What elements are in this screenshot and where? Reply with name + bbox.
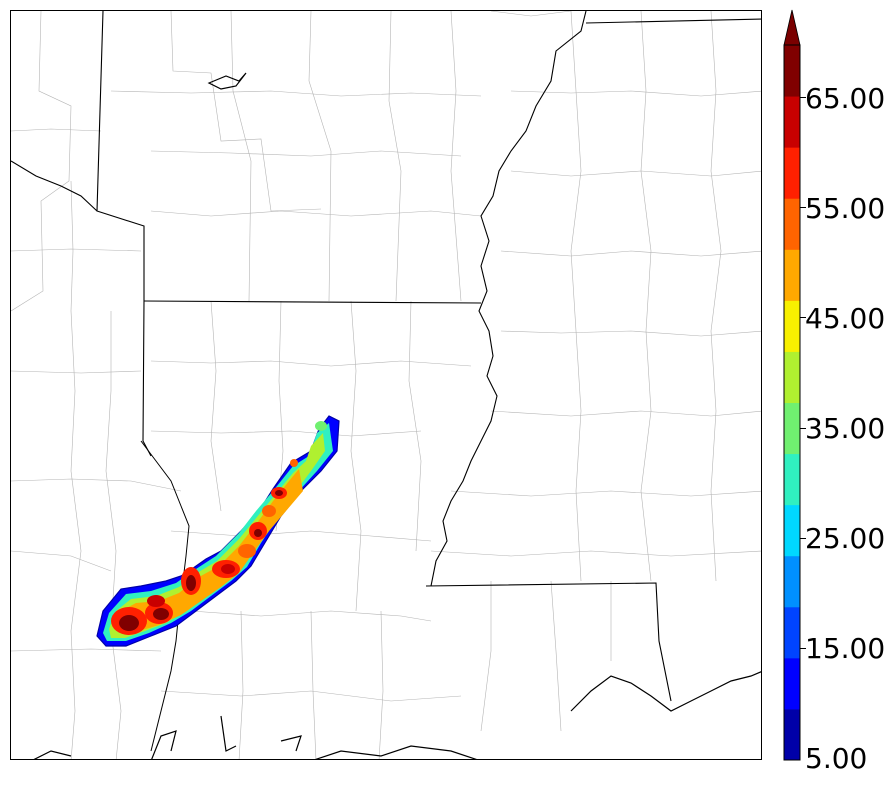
colorbar-swatch [784, 45, 800, 97]
colorbar-swatch [784, 606, 800, 659]
colorbar-tick [800, 97, 806, 98]
colorbar-swatch [784, 402, 800, 455]
colorbar-swatch [784, 708, 800, 761]
colorbar-swatch [784, 96, 800, 148]
county-map [11, 11, 761, 759]
colorbar-label-65: 65.00 [805, 82, 886, 115]
colorbar-label-55: 55.00 [805, 192, 886, 225]
colorbar-label-25: 25.00 [805, 522, 886, 555]
county-boundaries [11, 11, 761, 759]
lake [207, 72, 247, 90]
colorbar-swatches [783, 9, 801, 761]
colorbar-label-45: 45.00 [805, 302, 886, 335]
colorbar-swatch [784, 504, 800, 557]
red-river [140, 440, 190, 752]
colorbar-label-5: 5.00 [805, 742, 868, 775]
gulf-coastline [33, 671, 761, 759]
reflectivity-swath [96, 415, 340, 647]
colorbar-border [783, 44, 801, 761]
colorbar-swatch [784, 351, 800, 403]
colorbar-swatch [784, 147, 800, 199]
colorbar [783, 9, 801, 761]
colorbar-swatch [784, 555, 800, 608]
mississippi-river [430, 11, 587, 587]
colorbar-tick [800, 207, 806, 208]
colorbar-swatch [784, 657, 800, 710]
colorbar-extend-arrow [783, 9, 801, 46]
colorbar-tick [800, 538, 806, 539]
colorbar-swatch [784, 249, 800, 301]
colorbar-swatch [784, 198, 800, 250]
colorbar-tick [800, 428, 806, 429]
colorbar-swatch [784, 453, 800, 506]
colorbar-label-15: 15.00 [805, 632, 886, 665]
colorbar-tick [800, 648, 806, 649]
colorbar-tick [800, 317, 806, 318]
state-boundaries [11, 11, 761, 702]
map-panel [10, 10, 762, 760]
colorbar-swatch [784, 300, 800, 352]
colorbar-label-35: 35.00 [805, 412, 886, 445]
